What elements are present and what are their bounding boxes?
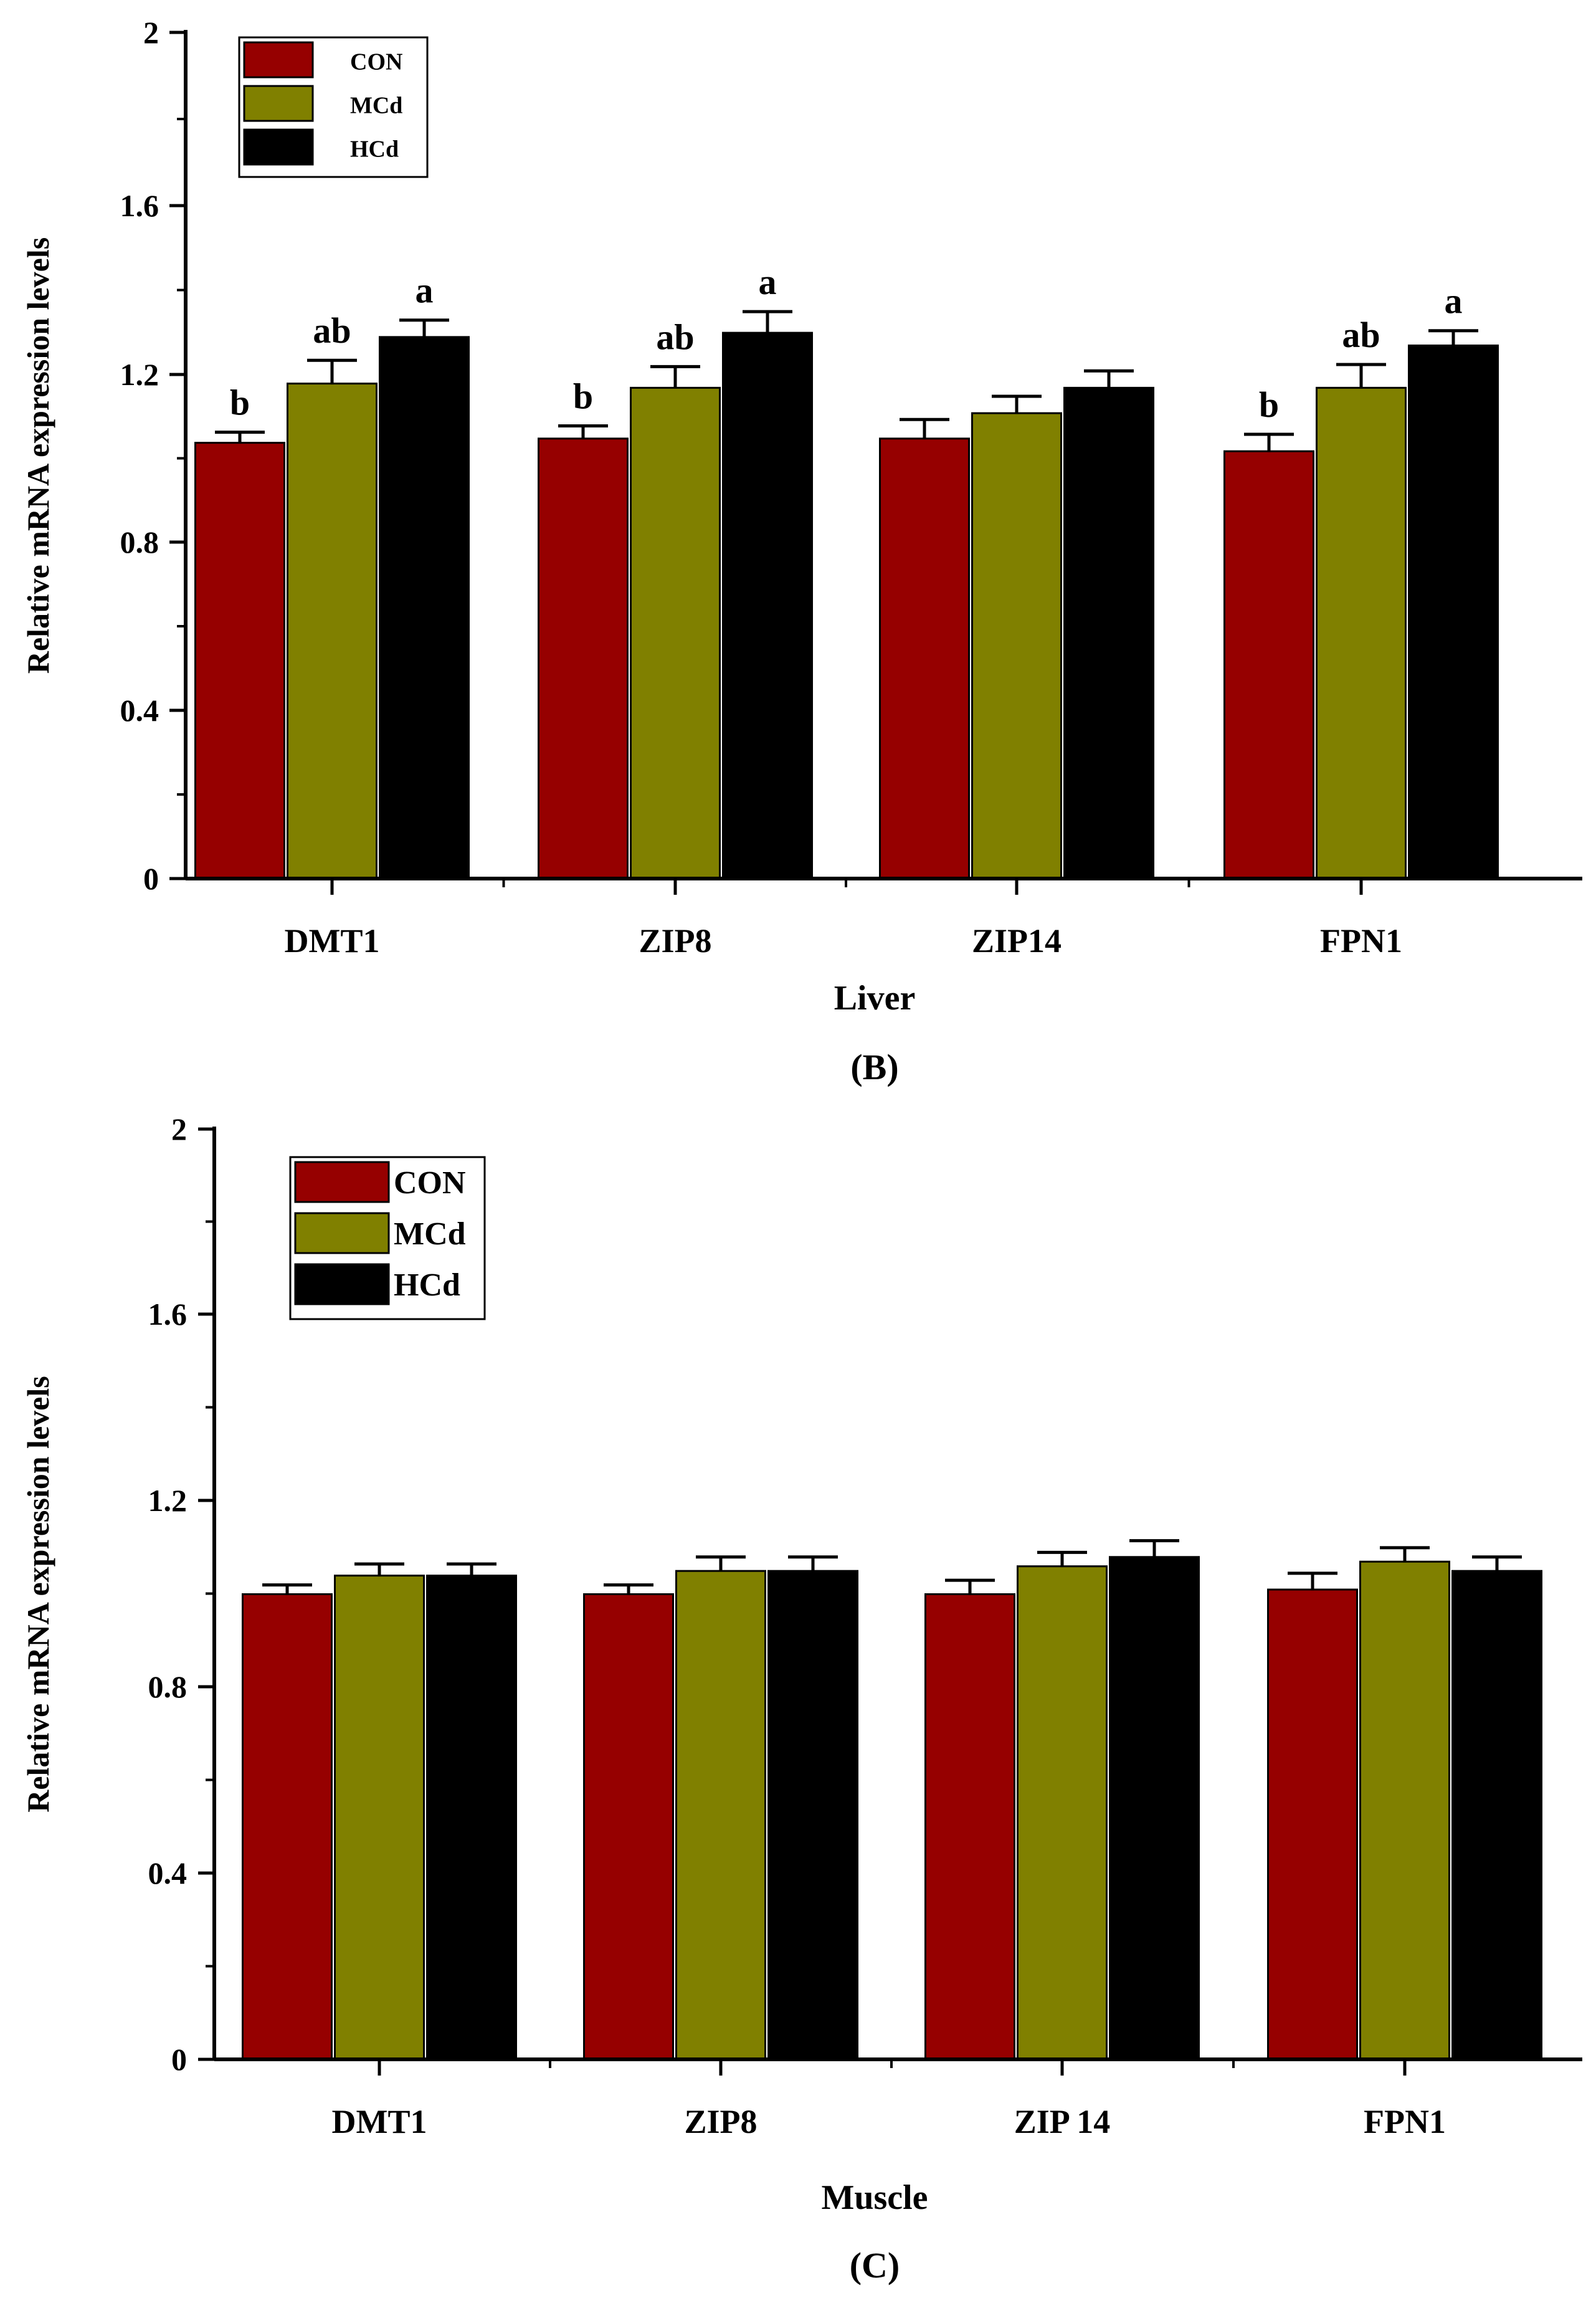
x-tick-label: FPN1	[1364, 2103, 1446, 2140]
significance-label: ab	[1342, 315, 1380, 355]
bar-mcd-dmt1	[287, 383, 378, 880]
bar-hcd-fpn1	[1408, 344, 1499, 880]
bar-con-zip8	[538, 437, 629, 880]
significance-label: b	[573, 376, 593, 416]
x-tick-label: ZIP 14	[1014, 2103, 1111, 2140]
bar-con-zip14	[879, 437, 970, 880]
chart-panel-b: b b b ab ab ab a a a 0 0.4 0.8 1.2 1.6 2 DMT1 ZIP8 ZIP14 F…	[21, 15, 1582, 1087]
significance-label: ab	[656, 317, 694, 357]
y-tick-label: 0.4	[120, 693, 159, 728]
x-tick-label: DMT1	[285, 922, 380, 960]
bar-hcd-dmt1	[426, 1575, 517, 2061]
legend-swatch-mcd	[243, 85, 314, 122]
significance-label: b	[230, 383, 250, 423]
panel-label: (C)	[850, 2245, 900, 2286]
legend-label-mcd: MCd	[394, 1216, 466, 1252]
x-tick-label: ZIP8	[684, 2103, 757, 2140]
y-tick-label: 1.2	[148, 1483, 188, 1518]
bar-con-fpn1	[1223, 450, 1314, 880]
legend-swatch-hcd	[294, 1263, 390, 1305]
bar-hcd-zip14	[1063, 386, 1154, 880]
y-tick-label: 0.8	[148, 1669, 188, 1704]
legend-label-hcd: HCd	[350, 136, 399, 163]
significance-label: a	[416, 270, 434, 311]
y-tick-label: 0	[171, 2042, 187, 2077]
legend-swatch-mcd	[294, 1212, 390, 1254]
bar-mcd-fpn1	[1359, 1560, 1450, 2061]
x-tick-label: ZIP14	[972, 922, 1062, 960]
significance-label: a	[759, 262, 777, 302]
y-tick-label: 0	[143, 861, 159, 896]
y-axis-title: Relative mRNA expression levels	[21, 1376, 55, 1812]
bar-mcd-zip8	[630, 386, 721, 880]
significance-label: b	[1259, 384, 1279, 425]
bar-mcd-zip8	[675, 1570, 766, 2061]
bar-con-fpn1	[1267, 1588, 1358, 2061]
bar-con-zip14	[924, 1593, 1015, 2061]
chart-panel-c: 0 0.4 0.8 1.2 1.6 2 DMT1 ZIP8 ZIP 14 FPN1 Relative…	[21, 1112, 1582, 2286]
x-axis-title: Liver	[834, 979, 916, 1018]
x-axis-title: Muscle	[821, 2178, 928, 2217]
x-tick-label: FPN1	[1320, 922, 1402, 960]
bar-mcd-fpn1	[1316, 386, 1407, 880]
x-tick-label: DMT1	[332, 2103, 427, 2140]
bar-mcd-zip14	[971, 412, 1062, 880]
legend-label-hcd: HCd	[394, 1267, 460, 1303]
bar-con-zip8	[583, 1593, 674, 2061]
legend-swatch-hcd	[243, 128, 314, 166]
y-tick-label: 1.6	[120, 188, 159, 223]
panel-label: (B)	[850, 1047, 898, 1087]
bar-hcd-dmt1	[379, 336, 470, 880]
legend-swatch-con	[243, 41, 314, 79]
legend-label-con: CON	[350, 49, 402, 75]
bar-con-dmt1	[242, 1593, 333, 2061]
y-tick-label: 1.2	[120, 357, 159, 392]
y-tick-label: 0.8	[120, 525, 159, 560]
y-tick-label: 0.4	[148, 1856, 188, 1890]
x-tick-label: ZIP8	[639, 922, 711, 960]
bar-mcd-zip14	[1017, 1565, 1108, 2061]
bar-mcd-dmt1	[334, 1575, 425, 2061]
legend-swatch-con	[294, 1161, 390, 1203]
bar-hcd-zip8	[722, 331, 813, 880]
significance-label: a	[1445, 281, 1463, 322]
bar-con-dmt1	[194, 442, 285, 880]
bar-hcd-fpn1	[1451, 1570, 1542, 2061]
y-tick-label: 2	[171, 1112, 187, 1147]
y-tick-label: 1.6	[148, 1297, 188, 1332]
y-tick-label: 2	[143, 15, 159, 50]
bar-hcd-zip8	[767, 1570, 858, 2061]
significance-label: ab	[313, 310, 351, 351]
legend-label-con: CON	[394, 1165, 466, 1201]
bar-hcd-zip14	[1109, 1556, 1200, 2061]
legend-label-mcd: MCd	[350, 93, 402, 119]
y-axis-title: Relative mRNA expression levels	[21, 237, 55, 674]
